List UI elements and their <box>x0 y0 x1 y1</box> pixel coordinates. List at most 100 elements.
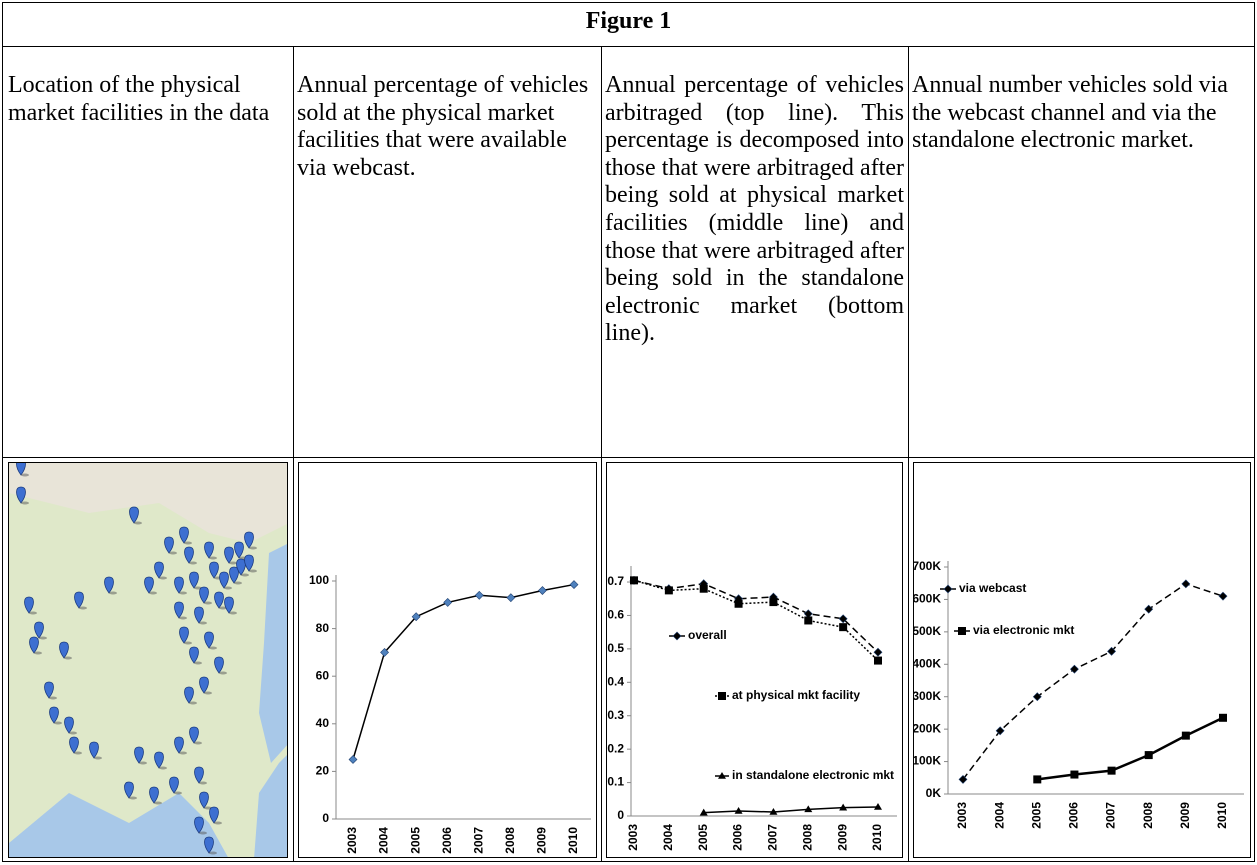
x-tick-label: 2008 <box>1141 802 1155 829</box>
figure-title: Figure 1 <box>2 8 1255 35</box>
marker <box>475 591 483 599</box>
chart: 00.10.20.30.40.50.60.7200320042005200620… <box>606 462 903 858</box>
marker <box>1182 580 1190 588</box>
marker <box>735 600 743 608</box>
marker <box>507 594 515 602</box>
x-tick-label: 2007 <box>766 824 780 851</box>
marker <box>444 598 452 606</box>
y-tick-label: 100K <box>913 754 941 768</box>
pin-shadow <box>29 612 37 615</box>
marker <box>1219 714 1227 722</box>
x-tick-label: 2005 <box>1029 802 1043 829</box>
y-tick-label: 0.7 <box>607 574 624 588</box>
x-tick-label: 2004 <box>992 802 1006 829</box>
x-tick-label: 2006 <box>1067 802 1081 829</box>
marker <box>1033 775 1041 783</box>
y-tick-label: 0 <box>617 808 624 822</box>
pin-shadow <box>199 832 207 835</box>
pin-shadow <box>209 557 217 560</box>
x-tick-label: 2006 <box>440 827 454 854</box>
x-tick-label: 2005 <box>408 827 422 854</box>
pin-shadow <box>194 662 202 665</box>
marker <box>874 657 882 665</box>
y-tick-label: 0K <box>926 786 942 800</box>
legend-label: via webcast <box>959 581 1026 595</box>
map-image <box>8 462 288 858</box>
pin-shadow <box>159 767 167 770</box>
pin-shadow <box>54 722 62 725</box>
chart: 0204060801002003200420052006200720082009… <box>298 462 597 858</box>
pin-shadow <box>64 657 72 660</box>
pin-shadow <box>249 570 257 573</box>
marker <box>718 692 726 700</box>
pin-shadow <box>209 647 217 650</box>
pin-shadow <box>209 852 217 855</box>
x-tick-label: 2007 <box>471 827 485 854</box>
x-tick-label: 2010 <box>1215 802 1229 829</box>
x-tick-label: 2005 <box>696 824 710 851</box>
pin-shadow <box>39 637 47 640</box>
y-tick-label: 0.4 <box>607 674 624 688</box>
y-tick-label: 0 <box>322 811 329 825</box>
x-tick-label: 2009 <box>1178 802 1192 829</box>
pin-shadow <box>184 542 192 545</box>
marker <box>1219 592 1227 600</box>
pin-shadow <box>194 742 202 745</box>
caption: Annual percentage of vehicles sold at th… <box>297 72 597 182</box>
x-tick-label: 2008 <box>503 827 517 854</box>
series-line <box>1037 718 1223 780</box>
pin-shadow <box>204 602 212 605</box>
y-tick-label: 700K <box>913 559 941 573</box>
x-tick-label: 2003 <box>955 802 969 829</box>
pin-shadow <box>74 752 82 755</box>
series-line <box>704 807 878 813</box>
pin-shadow <box>229 562 237 565</box>
marker <box>665 586 673 594</box>
pin-shadow <box>224 587 232 590</box>
y-tick-label: 500K <box>913 624 941 638</box>
pin-shadow <box>204 692 212 695</box>
y-tick-label: 100 <box>309 573 329 587</box>
y-tick-label: 300K <box>913 689 941 703</box>
y-tick-label: 0.1 <box>607 775 624 789</box>
x-tick-label: 2004 <box>661 824 675 851</box>
y-tick-label: 0.5 <box>607 641 624 655</box>
x-tick-label: 2009 <box>835 824 849 851</box>
pin-shadow <box>179 592 187 595</box>
marker <box>874 648 882 656</box>
marker <box>1070 771 1078 779</box>
pin-shadow <box>169 552 177 555</box>
caption: Annual percentage of vehicles arbitraged… <box>605 72 904 348</box>
marker <box>839 623 847 631</box>
marker <box>673 632 681 640</box>
marker <box>349 756 357 764</box>
pin-shadow <box>21 474 29 477</box>
marker <box>700 585 708 593</box>
legend-label: in standalone electronic mkt <box>732 768 894 782</box>
series-line <box>963 584 1223 780</box>
marker <box>1070 665 1078 673</box>
marker <box>1182 732 1190 740</box>
marker <box>1145 751 1153 759</box>
pin-shadow <box>189 562 197 565</box>
pin-shadow <box>139 762 147 765</box>
pin-shadow <box>199 782 207 785</box>
pin-shadow <box>134 522 142 525</box>
document: Figure 1 Location of the physical market… <box>0 0 1257 865</box>
x-tick-label: 2010 <box>870 824 884 851</box>
legend-label: via electronic mkt <box>973 623 1074 637</box>
pin-shadow <box>229 612 237 615</box>
x-tick-label: 2006 <box>731 824 745 851</box>
pin-shadow <box>159 577 167 580</box>
y-tick-label: 0.2 <box>607 741 624 755</box>
y-tick-label: 60 <box>316 668 330 682</box>
caption: Annual number vehicles sold via the webc… <box>912 72 1252 155</box>
y-tick-label: 20 <box>316 764 330 778</box>
pin-shadow <box>184 642 192 645</box>
legend-label: overall <box>688 628 727 642</box>
legend-label: at physical mkt facility <box>732 688 860 702</box>
x-tick-label: 2009 <box>535 827 549 854</box>
marker <box>630 576 638 584</box>
marker <box>804 616 812 624</box>
